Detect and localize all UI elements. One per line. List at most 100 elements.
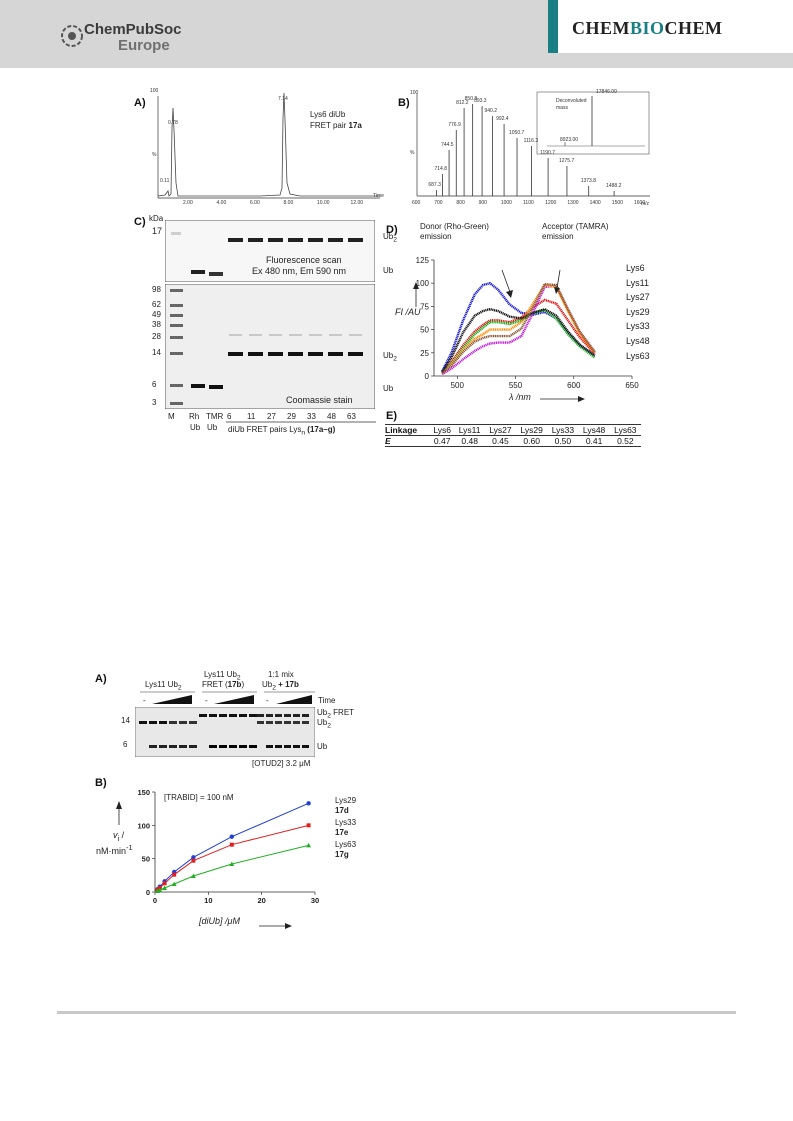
fig2-dash: - (266, 696, 269, 705)
kinetics-xtick: 30 (311, 896, 319, 905)
ms-peak-label: 1050.7 (509, 130, 525, 136)
dub-band (199, 714, 207, 717)
donor-label-2: emission (420, 232, 452, 241)
dub-band (249, 745, 257, 748)
dub-band (209, 714, 217, 717)
ms-peak-label: 714.8 (434, 166, 447, 172)
kinetics-point (229, 842, 234, 847)
coomassie-band (288, 352, 303, 356)
table-cell: Lys6 (433, 425, 451, 435)
emission-ylabel: FI /AU (395, 307, 421, 317)
kinetics-xtick: 0 (153, 896, 157, 905)
ms-ylabel: % (410, 150, 415, 156)
dub-gel (135, 707, 315, 757)
fig1-panel-d-letter: D) (386, 224, 398, 236)
table-cell: Lys27 (489, 425, 512, 435)
gel-ub2-label: Ub2 (383, 232, 397, 244)
axis-arrows (413, 269, 585, 402)
emission-series-lys27 (441, 308, 596, 375)
table-head-e: E (385, 436, 391, 446)
ms-peak-label: 940.2 (484, 108, 497, 114)
legend-label: Lys27 (626, 292, 650, 303)
ms-peak-label: 812.2 (456, 100, 469, 106)
kinetics-xtick: 10 (204, 896, 212, 905)
table-cell: 0.45 (492, 436, 509, 446)
dub-band (284, 745, 291, 748)
emission-chart: 0 25 50 75 100 125 500 550 600 650 (416, 256, 640, 390)
emission-series-lys63 (441, 282, 596, 375)
kinetics-ylabel-2: nM·min-1 (96, 843, 133, 856)
emission-xtick: 600 (567, 381, 581, 390)
publisher-name: ChemPubSoc (84, 21, 182, 38)
fig2-group2-line2: FRET (17b) (202, 680, 245, 689)
emission-xlabel: λ /nm (509, 392, 531, 402)
donor-label: Donor (Rho-Green) (420, 222, 489, 231)
ms-peak-label: 850.8 (464, 96, 478, 102)
chrom-title-2: FRET pair 17a (310, 121, 362, 130)
table-cell: Lys48 (582, 425, 606, 435)
dub-band (275, 721, 282, 724)
emission-xtick: 500 (451, 381, 465, 390)
chrom-xtick: 4.00 (216, 200, 227, 206)
emission-series-lys11 (441, 298, 596, 374)
kinetics-xtick: 20 (257, 896, 265, 905)
table-cell: Lys63 (614, 425, 637, 435)
fret-efficiency-table: Linkage Lys6 Lys11 Lys27 Lys29 Lys33 Lys… (385, 424, 641, 447)
ms-inset-peak: 17846.00 (596, 89, 617, 95)
ladder-label: 62 (152, 300, 161, 309)
kinetics-arrows (116, 801, 292, 929)
coomassie-band (249, 334, 262, 336)
kinetics-point (172, 872, 177, 877)
lane-label: Rh (189, 412, 200, 421)
dub-band (302, 714, 309, 717)
dub-band (257, 721, 264, 724)
ladder-label: 49 (152, 310, 161, 319)
ms-xtick: 1100 (523, 200, 534, 206)
kinetics-point (191, 873, 196, 878)
fig2-group1: Lys11 Ub2 (145, 680, 182, 692)
ladder-label: 28 (152, 332, 161, 341)
dub-band (169, 721, 177, 724)
ladder-band (170, 304, 183, 307)
coomassie-band (268, 352, 283, 356)
lane-label: 63 (347, 412, 356, 421)
coomassie-band (229, 334, 242, 336)
dub-band (219, 745, 227, 748)
gel-footer: diUb FRET pairs Lysn (17a–g) (228, 425, 336, 437)
lane-sublabel: Ub (190, 423, 201, 432)
ladder-band (170, 402, 183, 405)
fig1-panel-a-letter: A) (134, 97, 146, 109)
ms-peak-label: 687.3 (428, 182, 441, 188)
kinetics-point (306, 801, 311, 806)
kinetics-ytick: 100 (137, 821, 150, 830)
dub-band (149, 745, 157, 748)
gel-ub-label: Ub (383, 266, 394, 275)
lane-label: 6 (227, 412, 232, 421)
gel-top-ladder: 17 (152, 226, 163, 236)
dub-band (179, 721, 187, 724)
footer-rule (57, 1011, 736, 1014)
ms-inset-title-2: mass (556, 105, 568, 111)
kinetics-point (162, 885, 167, 890)
emission-ytick: 50 (420, 326, 429, 335)
fluor-band (228, 238, 243, 242)
lane-label: 29 (287, 412, 296, 421)
lane-label: 11 (247, 412, 256, 421)
table-cell: Lys33 (551, 425, 575, 435)
dub-band (189, 745, 197, 748)
dub-band (189, 721, 197, 724)
kinetics-point (162, 881, 167, 886)
kinetics-point (229, 834, 234, 839)
fig1-panel-c-letter: C) (134, 216, 146, 228)
fig2-mw14: 14 (121, 716, 130, 725)
fig2-ub2: Ub2 (317, 718, 331, 730)
fig1-panel-e-letter: E) (386, 410, 397, 422)
dub-band (266, 745, 273, 748)
lane-label: M (168, 412, 175, 421)
fig2-time-label: Time (318, 696, 336, 705)
kinetics-ylabel: vi / (113, 830, 125, 843)
fluor-band (268, 238, 283, 242)
legend-label: Lys63 (335, 840, 357, 849)
ms-peak-label: 1190.7 (540, 150, 555, 156)
dub-band (249, 714, 257, 717)
